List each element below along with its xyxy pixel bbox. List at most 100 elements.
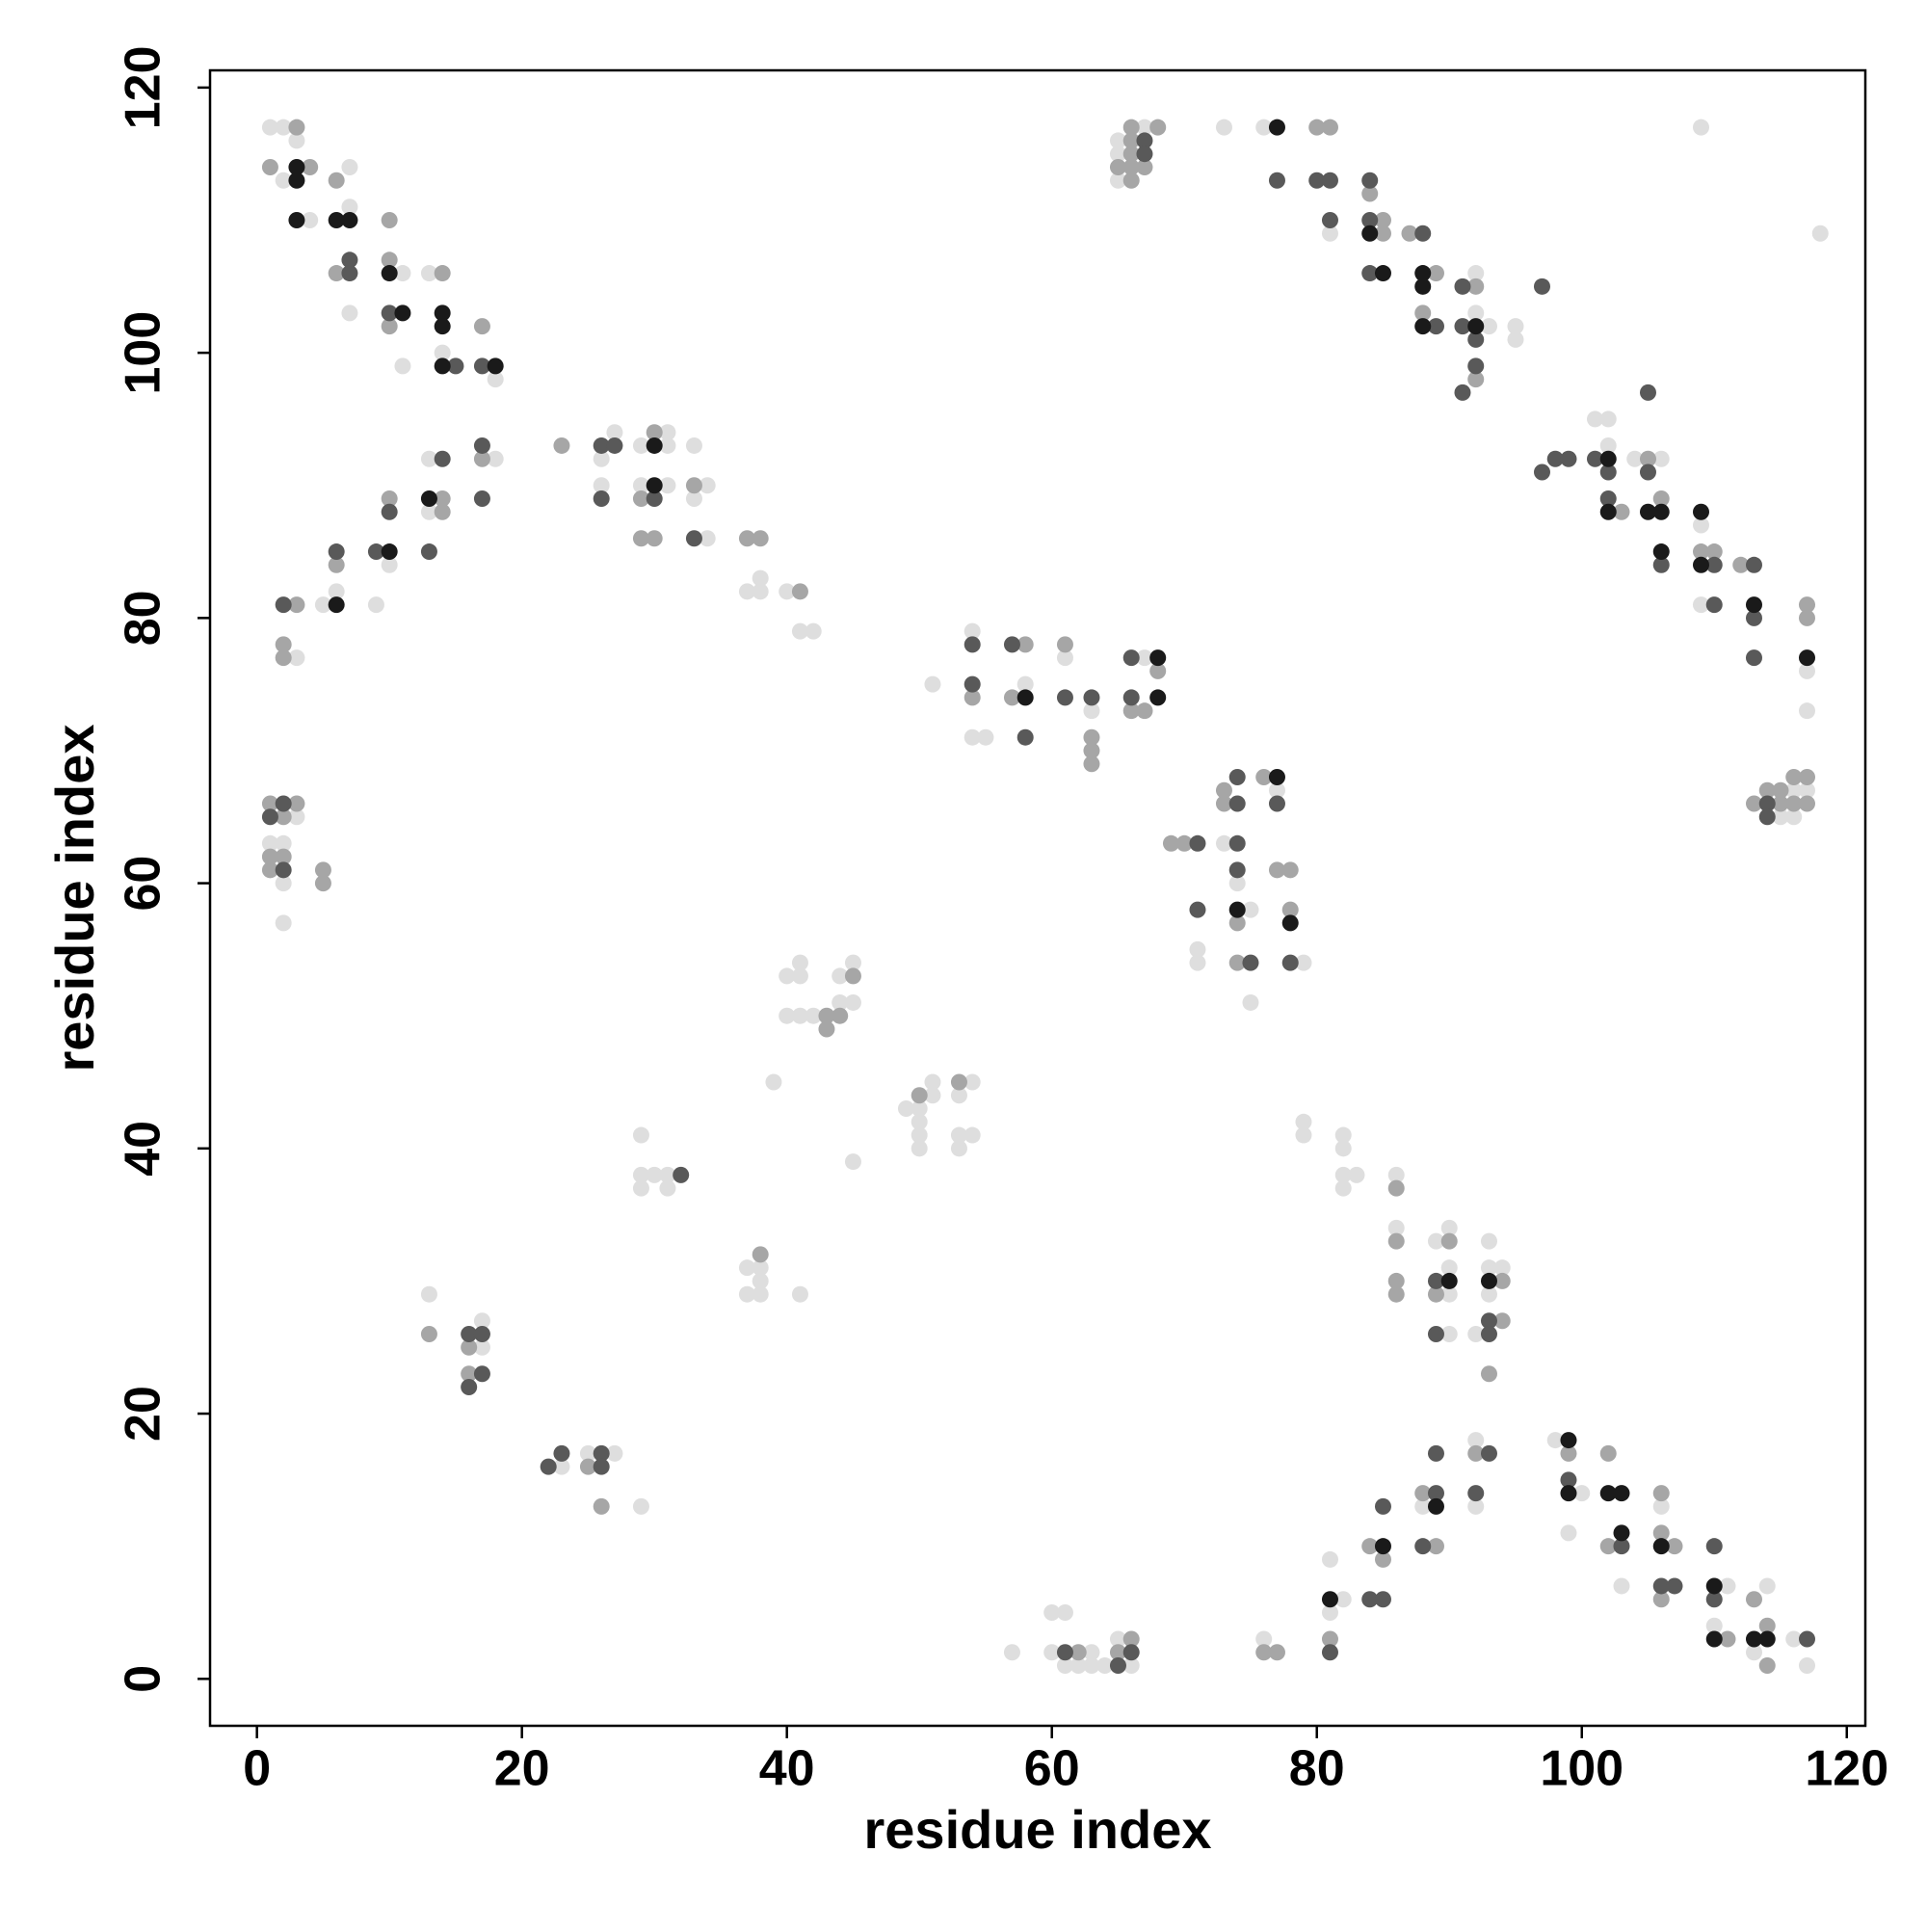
contact-point: [275, 795, 292, 812]
contact-point: [1122, 702, 1140, 720]
contact-point: [606, 437, 623, 454]
contact-point: [606, 424, 623, 441]
contact-point: [911, 1087, 928, 1104]
contact-point: [1268, 119, 1285, 136]
contact-point: [288, 158, 305, 175]
contact-point: [791, 954, 808, 971]
contact-point: [1705, 556, 1723, 573]
contact-point: [1069, 1657, 1087, 1675]
contact-point: [461, 1379, 478, 1396]
contact-point: [1149, 689, 1167, 706]
contact-point: [1414, 265, 1432, 282]
contact-point: [1162, 834, 1179, 852]
contact-point: [473, 1338, 490, 1356]
contact-point: [1414, 278, 1432, 295]
contact-point: [1122, 689, 1140, 706]
contact-point: [1467, 318, 1485, 335]
contact-point: [1387, 1166, 1405, 1183]
contact-point: [1016, 728, 1034, 746]
contact-point: [1467, 1325, 1485, 1342]
contact-point: [1414, 1485, 1432, 1502]
contact-point: [288, 172, 305, 189]
contact-point: [950, 1087, 967, 1104]
contact-point: [1798, 1657, 1815, 1675]
contact-point: [1467, 331, 1485, 348]
contact-point: [1493, 1312, 1511, 1330]
contact-point: [1560, 1444, 1577, 1462]
contact-point: [593, 477, 610, 494]
contact-point: [699, 530, 716, 547]
contact-point: [1242, 954, 1259, 971]
contact-point: [1136, 146, 1153, 163]
contact-point: [1308, 172, 1326, 189]
contact-point: [1599, 503, 1617, 520]
contact-point: [1599, 1485, 1617, 1502]
contact-point: [1122, 172, 1140, 189]
contact-point: [832, 993, 849, 1011]
contact-point: [261, 848, 278, 865]
contact-point: [1268, 795, 1285, 812]
contact-point: [341, 158, 358, 175]
contact-point: [381, 543, 398, 561]
contact-point: [964, 622, 981, 640]
contact-point: [844, 993, 861, 1011]
contact-point: [1798, 1630, 1815, 1648]
contact-point: [1705, 1630, 1723, 1648]
contact-point: [341, 265, 358, 282]
contact-point: [1374, 225, 1391, 242]
contact-point: [381, 503, 398, 520]
y-tick-label: 120: [116, 46, 172, 130]
contact-point: [818, 1020, 835, 1038]
contact-point: [832, 1007, 849, 1024]
contact-point: [261, 158, 278, 175]
contact-point: [328, 583, 345, 600]
contact-point: [964, 689, 981, 706]
contact-point: [275, 172, 292, 189]
contact-point: [1109, 146, 1126, 163]
x-tick-label: 80: [1289, 1741, 1345, 1797]
contact-point: [1321, 119, 1338, 136]
contact-point: [341, 212, 358, 229]
contact-point: [1122, 132, 1140, 149]
contact-point: [1586, 450, 1603, 467]
contact-point: [1652, 556, 1670, 573]
contact-point: [1599, 490, 1617, 508]
contact-point: [288, 119, 305, 136]
contact-point: [805, 1007, 822, 1024]
contact-point: [1480, 1444, 1497, 1462]
contact-point: [1321, 1644, 1338, 1661]
contact-point: [1228, 901, 1246, 918]
contact-point: [685, 437, 702, 454]
contact-point: [1334, 1140, 1352, 1157]
contact-point: [632, 1179, 649, 1197]
contact-point: [791, 1007, 808, 1024]
contact-point: [579, 1458, 596, 1475]
contact-point: [1109, 158, 1126, 175]
contact-point: [420, 503, 437, 520]
contact-point: [1427, 1444, 1444, 1462]
contact-point: [1295, 1113, 1312, 1130]
contact-point: [964, 1073, 981, 1091]
contact-point: [673, 1166, 690, 1183]
contact-point: [1705, 1617, 1723, 1634]
contact-point: [394, 304, 411, 322]
contact-point: [659, 1166, 676, 1183]
contact-point: [1493, 1272, 1511, 1289]
contact-point: [950, 1073, 967, 1091]
contact-point: [1414, 1538, 1432, 1555]
contact-point: [593, 437, 610, 454]
contact-point: [699, 477, 716, 494]
contact-point: [461, 1338, 478, 1356]
contact-point: [685, 530, 702, 547]
contact-point: [1454, 278, 1471, 295]
contact-point: [1414, 304, 1432, 322]
contact-point: [779, 583, 796, 600]
contact-point: [1798, 702, 1815, 720]
contact-point: [1016, 636, 1034, 653]
contact-point: [1692, 596, 1709, 614]
contact-point: [1440, 1325, 1458, 1342]
contact-point: [1692, 543, 1709, 561]
contact-point: [1387, 1232, 1405, 1250]
